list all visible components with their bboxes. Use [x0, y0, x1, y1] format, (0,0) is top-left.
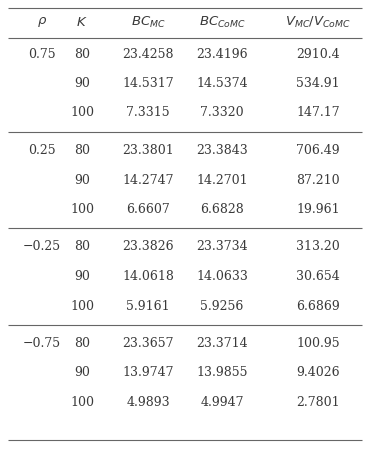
Text: $BC_{MC}$: $BC_{MC}$ [131, 14, 165, 30]
Text: 100: 100 [70, 107, 94, 120]
Text: 5.9161: 5.9161 [126, 300, 170, 312]
Text: $\rho$: $\rho$ [37, 15, 47, 29]
Text: 100: 100 [70, 300, 94, 312]
Text: −0.75: −0.75 [23, 337, 61, 350]
Text: 90: 90 [74, 77, 90, 90]
Text: 4.9893: 4.9893 [126, 396, 170, 409]
Text: 9.4026: 9.4026 [296, 366, 340, 379]
Text: 534.91: 534.91 [296, 77, 340, 90]
Text: 706.49: 706.49 [296, 144, 340, 157]
Text: 100.95: 100.95 [296, 337, 340, 350]
Text: −0.25: −0.25 [23, 240, 61, 253]
Text: 5.9256: 5.9256 [200, 300, 244, 312]
Text: 147.17: 147.17 [296, 107, 340, 120]
Text: 14.2701: 14.2701 [196, 174, 248, 186]
Text: 2.7801: 2.7801 [296, 396, 340, 409]
Text: 13.9747: 13.9747 [122, 366, 174, 379]
Text: 100: 100 [70, 396, 94, 409]
Text: 90: 90 [74, 270, 90, 283]
Text: 7.3315: 7.3315 [126, 107, 170, 120]
Text: 90: 90 [74, 174, 90, 186]
Text: 19.961: 19.961 [296, 203, 340, 216]
Text: 4.9947: 4.9947 [200, 396, 244, 409]
Text: 80: 80 [74, 48, 90, 60]
Text: $K$: $K$ [76, 15, 88, 28]
Text: 14.0633: 14.0633 [196, 270, 248, 283]
Text: 0.75: 0.75 [28, 48, 56, 60]
Text: 23.3734: 23.3734 [196, 240, 248, 253]
Text: 23.3801: 23.3801 [122, 144, 174, 157]
Text: 14.2747: 14.2747 [122, 174, 174, 186]
Text: 0.25: 0.25 [28, 144, 56, 157]
Text: 6.6869: 6.6869 [296, 300, 340, 312]
Text: 23.3843: 23.3843 [196, 144, 248, 157]
Text: 100: 100 [70, 203, 94, 216]
Text: 80: 80 [74, 144, 90, 157]
Text: 23.3657: 23.3657 [122, 337, 174, 350]
Text: 6.6607: 6.6607 [126, 203, 170, 216]
Text: 13.9855: 13.9855 [196, 366, 248, 379]
Text: 313.20: 313.20 [296, 240, 340, 253]
Text: $BC_{CoMC}$: $BC_{CoMC}$ [199, 14, 245, 30]
Text: 23.4196: 23.4196 [196, 48, 248, 60]
Text: 80: 80 [74, 240, 90, 253]
Text: $V_{MC}/V_{CoMC}$: $V_{MC}/V_{CoMC}$ [285, 14, 351, 30]
Text: 80: 80 [74, 337, 90, 350]
Text: 14.5374: 14.5374 [196, 77, 248, 90]
Text: 30.654: 30.654 [296, 270, 340, 283]
Text: 14.5317: 14.5317 [122, 77, 174, 90]
Text: 87.210: 87.210 [296, 174, 340, 186]
Text: 2910.4: 2910.4 [296, 48, 340, 60]
Text: 90: 90 [74, 366, 90, 379]
Text: 23.3714: 23.3714 [196, 337, 248, 350]
Text: 23.3826: 23.3826 [122, 240, 174, 253]
Text: 14.0618: 14.0618 [122, 270, 174, 283]
Text: 23.4258: 23.4258 [122, 48, 174, 60]
Text: 7.3320: 7.3320 [200, 107, 244, 120]
Text: 6.6828: 6.6828 [200, 203, 244, 216]
